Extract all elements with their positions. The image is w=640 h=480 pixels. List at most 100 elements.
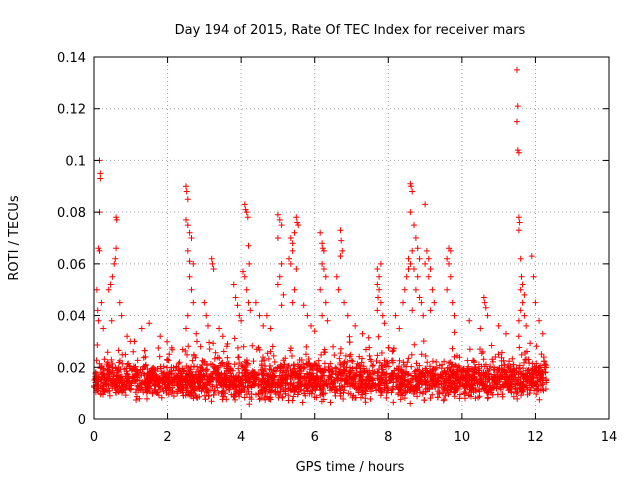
data-point [158, 394, 165, 401]
data-point [484, 312, 491, 319]
data-point [280, 386, 287, 393]
data-point [196, 393, 203, 400]
data-point [101, 374, 108, 381]
data-point [411, 341, 418, 348]
data-point [318, 351, 325, 358]
data-point [464, 378, 471, 385]
y-tick-label: 0 [78, 413, 86, 428]
data-point [416, 255, 423, 262]
x-tick-label: 8 [384, 430, 392, 445]
data-point [457, 391, 463, 398]
data-point [415, 378, 422, 385]
data-point [429, 391, 436, 398]
data-point [369, 363, 376, 369]
data-point [107, 281, 114, 288]
data-point [433, 380, 440, 387]
data-point [202, 366, 209, 373]
data-point [175, 367, 182, 374]
data-point [356, 378, 363, 385]
data-point [240, 364, 247, 371]
data-point [280, 369, 287, 376]
data-point [304, 312, 311, 319]
data-point [237, 381, 244, 388]
data-point [515, 227, 522, 234]
data-point [188, 235, 195, 241]
data-point [114, 372, 121, 378]
data-point [246, 260, 253, 267]
data-point [446, 373, 453, 380]
data-point [444, 286, 451, 293]
data-point [289, 240, 296, 247]
data-point [204, 382, 210, 389]
data-point [536, 317, 543, 324]
data-point [198, 367, 205, 374]
data-point [99, 370, 106, 377]
data-point [274, 235, 281, 241]
data-point [470, 357, 476, 364]
data-point [277, 384, 284, 391]
data-point [112, 364, 119, 371]
data-point [190, 351, 197, 358]
data-point [408, 351, 415, 358]
data-point [225, 383, 232, 390]
data-point [285, 385, 292, 392]
data-point [99, 385, 106, 392]
data-point [451, 329, 458, 336]
data-point [466, 391, 472, 398]
data-point [465, 363, 472, 370]
data-point [100, 388, 107, 395]
data-point [412, 286, 419, 293]
data-point [260, 322, 267, 329]
data-point [159, 385, 166, 392]
data-point [523, 322, 530, 329]
data-point [388, 389, 395, 396]
y-tick-label: 0.08 [57, 206, 86, 221]
data-point [183, 188, 190, 195]
data-point [510, 393, 517, 400]
data-point [289, 397, 296, 404]
data-point [339, 247, 346, 254]
data-point [330, 383, 336, 390]
data-point [189, 372, 196, 379]
data-point [358, 389, 365, 396]
data-point [142, 387, 149, 393]
data-point [263, 312, 270, 319]
data-point [319, 245, 326, 252]
data-point [269, 343, 276, 350]
data-point [522, 372, 529, 379]
data-point [321, 349, 327, 356]
data-point [243, 209, 250, 216]
data-point [295, 374, 302, 381]
data-point [413, 387, 420, 394]
data-point [156, 384, 163, 390]
data-point [294, 219, 301, 226]
data-point [373, 358, 380, 364]
data-point [527, 387, 534, 394]
data-point [432, 366, 439, 373]
data-point [233, 390, 239, 397]
data-point [487, 363, 494, 370]
data-point [289, 299, 296, 306]
data-point [110, 376, 117, 383]
data-point [366, 344, 373, 351]
data-point [267, 348, 274, 355]
data-point [161, 381, 168, 388]
data-point [244, 360, 251, 367]
data-point [472, 364, 479, 371]
data-point [118, 312, 125, 319]
data-point [401, 383, 408, 390]
data-point [247, 307, 254, 314]
data-point [105, 382, 112, 389]
data-point [430, 377, 437, 384]
data-point [238, 317, 245, 324]
data-point [466, 317, 473, 324]
data-point [381, 362, 388, 368]
data-point [160, 377, 167, 384]
data-point [366, 352, 373, 359]
data-point [256, 396, 263, 403]
data-point [134, 357, 141, 364]
data-point [317, 229, 324, 236]
data-point [505, 387, 512, 394]
data-point [293, 266, 300, 272]
data-point [340, 363, 347, 370]
